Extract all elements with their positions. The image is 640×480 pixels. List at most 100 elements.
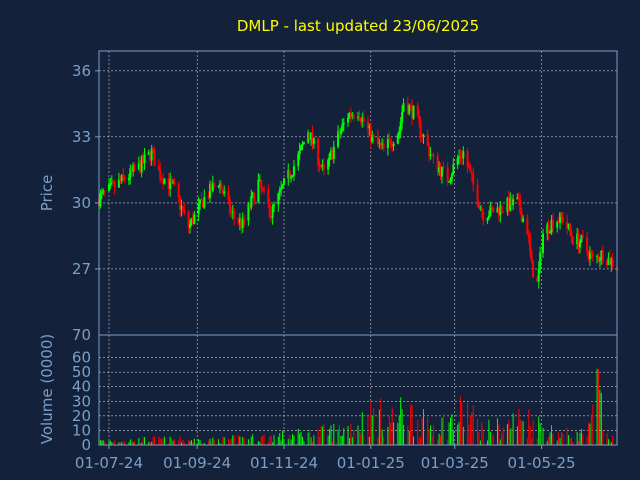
candle-body bbox=[530, 251, 533, 261]
candle-body bbox=[217, 185, 220, 187]
candle-body bbox=[181, 206, 184, 210]
volume-tick-label: 40 bbox=[72, 378, 91, 396]
candle-body bbox=[598, 259, 601, 261]
candle-body bbox=[369, 125, 372, 142]
candle-body bbox=[213, 183, 216, 187]
candle-body bbox=[328, 153, 331, 161]
candle-body bbox=[586, 237, 589, 251]
candle-body bbox=[352, 114, 355, 118]
candle-body bbox=[389, 139, 392, 146]
candle-body bbox=[569, 223, 572, 232]
candle-body bbox=[477, 204, 480, 208]
candle-body bbox=[349, 113, 352, 117]
candle-body bbox=[378, 142, 381, 144]
candle-body bbox=[287, 170, 290, 179]
candle-body bbox=[580, 234, 583, 243]
volume-panel-frame bbox=[98, 334, 618, 446]
candle-body bbox=[210, 183, 213, 192]
candle-body bbox=[591, 253, 594, 257]
candle-body bbox=[399, 121, 402, 132]
volume-axis-label: Volume (0000) bbox=[38, 334, 56, 444]
candle-body bbox=[358, 116, 361, 120]
candle-body bbox=[113, 182, 116, 188]
candle-body bbox=[260, 179, 263, 188]
candle-body bbox=[327, 160, 330, 170]
candle-body bbox=[412, 105, 415, 119]
candle-body bbox=[536, 277, 539, 282]
candle-body bbox=[368, 125, 371, 129]
candle-body bbox=[402, 103, 405, 112]
candle-body bbox=[129, 168, 132, 178]
candle-body bbox=[341, 124, 344, 131]
candle-body bbox=[331, 150, 334, 159]
candle-body bbox=[220, 183, 223, 190]
candle-body bbox=[261, 187, 264, 190]
candle-body bbox=[167, 178, 170, 189]
candle-body bbox=[406, 103, 409, 114]
candle-body bbox=[540, 252, 543, 254]
candle-body bbox=[147, 151, 150, 155]
candle-body bbox=[193, 214, 196, 224]
volume-tick-label: 0 bbox=[81, 436, 91, 454]
volume-tick-label: 10 bbox=[72, 421, 91, 439]
candle-body bbox=[297, 154, 300, 167]
candle-body bbox=[332, 146, 335, 159]
candle-body bbox=[386, 139, 389, 149]
candle-body bbox=[522, 218, 525, 222]
candle-body bbox=[502, 211, 505, 213]
candle-body bbox=[281, 185, 284, 189]
candle-body bbox=[191, 218, 194, 224]
candle-body bbox=[273, 204, 276, 206]
candle-body bbox=[322, 164, 325, 170]
candle-body bbox=[159, 169, 162, 179]
candle-body bbox=[339, 130, 342, 135]
candle-body bbox=[381, 143, 384, 145]
price-axis-label: Price bbox=[38, 175, 56, 212]
candle-body bbox=[292, 166, 295, 176]
candle-body bbox=[416, 105, 419, 116]
candle-body bbox=[187, 211, 190, 228]
volume-tick-label: 70 bbox=[72, 326, 91, 344]
candle-body bbox=[398, 131, 401, 135]
candle-body bbox=[482, 211, 485, 221]
candle-body bbox=[348, 113, 351, 118]
candle-body bbox=[509, 197, 512, 211]
candle-body bbox=[432, 155, 435, 157]
candle-body bbox=[371, 135, 374, 142]
candle-body bbox=[310, 132, 313, 141]
candle-body bbox=[243, 218, 246, 221]
candle-body bbox=[278, 189, 281, 194]
candle-body bbox=[152, 148, 155, 151]
candle-body bbox=[597, 255, 600, 261]
candle-body bbox=[109, 183, 112, 185]
candle-body bbox=[576, 233, 579, 245]
price-y-tick-labels: 27 30 33 36 bbox=[72, 62, 99, 278]
candle-body bbox=[376, 137, 379, 144]
volume-tick-label: 50 bbox=[72, 363, 91, 381]
candle-body bbox=[426, 134, 429, 146]
candle-body bbox=[271, 205, 274, 218]
candle-body bbox=[267, 189, 270, 204]
candle-body bbox=[466, 151, 469, 167]
candle-body bbox=[270, 217, 273, 219]
candle-body bbox=[320, 166, 322, 168]
candle-body bbox=[318, 165, 321, 167]
candle-body bbox=[300, 145, 303, 151]
chart-title: DMLP - last updated 23/06/2025 bbox=[237, 17, 479, 35]
candle-body bbox=[357, 116, 359, 118]
candle-body bbox=[308, 132, 311, 141]
candle-body bbox=[429, 154, 432, 156]
x-tick-label: 01-01-25 bbox=[337, 454, 405, 472]
candle-body bbox=[149, 151, 152, 161]
candle-body bbox=[110, 182, 113, 184]
candle-body bbox=[588, 252, 591, 260]
candle-body bbox=[241, 218, 244, 229]
candle-body bbox=[189, 223, 192, 228]
candle-body bbox=[99, 193, 102, 207]
candle-body bbox=[517, 197, 520, 200]
candle-body bbox=[173, 182, 176, 184]
candle-body bbox=[596, 255, 599, 257]
candle-body bbox=[507, 197, 510, 211]
candle-body bbox=[342, 122, 345, 125]
